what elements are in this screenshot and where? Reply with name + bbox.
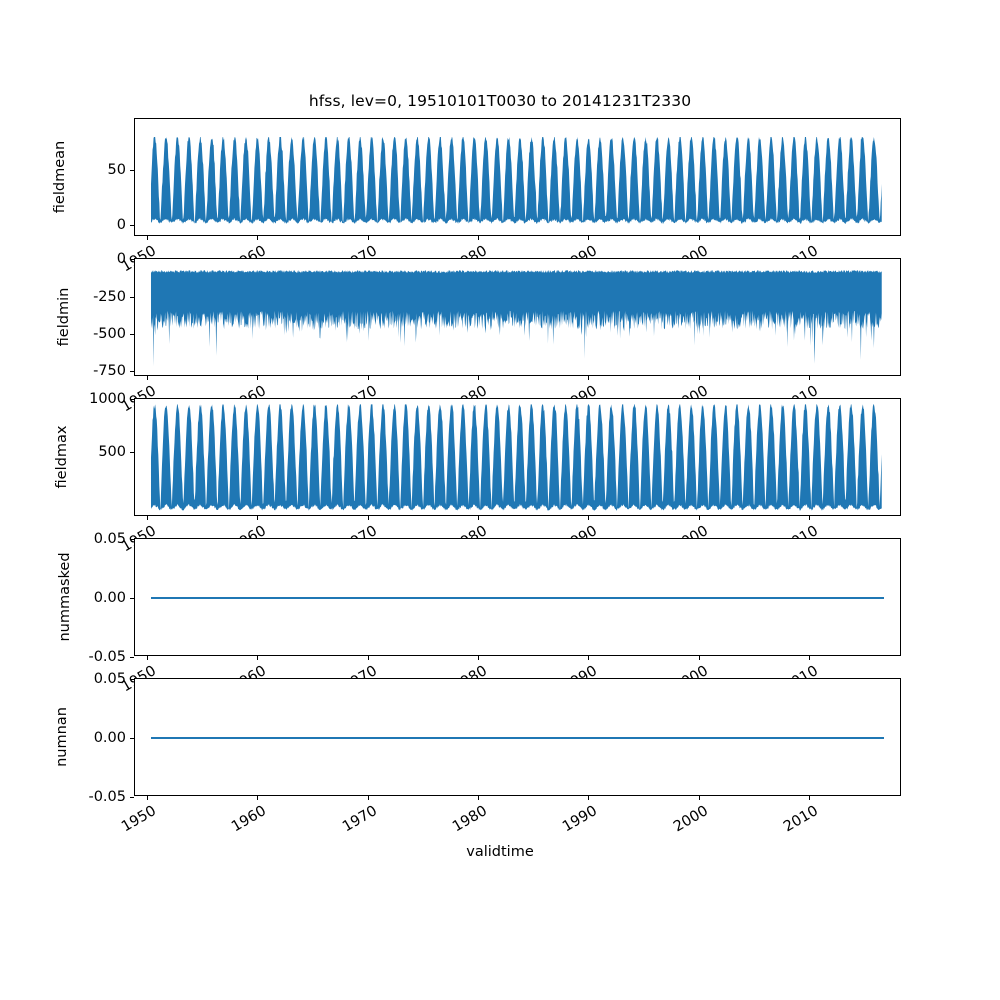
x-tick-mark — [809, 236, 811, 240]
y-tick-label-nummasked-1: 0.00 — [93, 590, 126, 606]
fieldmin-series — [150, 270, 882, 367]
y-tick-mark — [130, 297, 134, 299]
plot-panel-nummasked — [134, 538, 901, 656]
y-tick-label-fieldmean-0: 50 — [107, 162, 126, 178]
x-tick-label-1970: 1970 — [340, 803, 380, 836]
x-tick-mark — [147, 236, 149, 240]
y-tick-label-numnan-1: 0.00 — [93, 730, 126, 746]
x-tick-mark — [588, 656, 590, 660]
x-tick-mark — [699, 656, 701, 660]
x-tick-mark — [257, 796, 259, 800]
y-tick-mark — [130, 598, 134, 600]
numnan-series — [151, 737, 884, 739]
x-tick-mark — [588, 516, 590, 520]
x-tick-label-1980: 1980 — [450, 803, 490, 836]
x-tick-mark — [147, 516, 149, 520]
x-tick-label-2010: 2010 — [781, 803, 821, 836]
y-tick-mark — [130, 399, 134, 401]
y-tick-label-fieldmean-1: 0 — [116, 217, 126, 233]
x-tick-mark — [257, 376, 259, 380]
y-tick-label-fieldmax-1: 500 — [98, 444, 126, 460]
y-tick-mark — [130, 797, 134, 799]
plot-panel-fieldmax — [134, 398, 901, 516]
x-tick-mark — [368, 796, 370, 800]
x-tick-mark — [257, 236, 259, 240]
y-tick-mark — [130, 170, 134, 172]
x-tick-mark — [699, 376, 701, 380]
x-tick-label-1960: 1960 — [229, 803, 269, 836]
y-tick-label-nummasked-0: 0.05 — [93, 531, 126, 547]
y-tick-label-fieldmin-0: 0 — [116, 251, 126, 267]
x-tick-label-1990: 1990 — [560, 803, 600, 836]
y-tick-mark — [130, 225, 134, 227]
x-tick-mark — [368, 376, 370, 380]
x-tick-mark — [699, 796, 701, 800]
y-tick-mark — [130, 679, 134, 681]
y-tick-mark — [130, 657, 134, 659]
y-tick-label-fieldmin-2: -500 — [93, 326, 126, 342]
x-tick-mark — [368, 656, 370, 660]
x-tick-mark — [478, 796, 480, 800]
figure-title: hfss, lev=0, 19510101T0030 to 20141231T2… — [308, 92, 692, 110]
y-tick-label-numnan-2: -0.05 — [88, 789, 126, 805]
y-tick-label-fieldmin-1: -250 — [93, 289, 126, 305]
x-tick-mark — [699, 516, 701, 520]
plot-panel-fieldmin — [134, 258, 901, 376]
x-tick-mark — [147, 796, 149, 800]
plot-panel-numnan — [134, 678, 901, 796]
x-tick-mark — [147, 376, 149, 380]
x-tick-mark — [809, 376, 811, 380]
x-tick-mark — [478, 236, 480, 240]
x-tick-mark — [147, 656, 149, 660]
x-tick-mark — [588, 796, 590, 800]
y-tick-mark — [130, 738, 134, 740]
x-tick-mark — [368, 516, 370, 520]
x-tick-mark — [588, 376, 590, 380]
x-tick-label-2000: 2000 — [671, 803, 711, 836]
y-tick-mark — [130, 334, 134, 336]
x-tick-mark — [257, 516, 259, 520]
x-tick-mark — [257, 656, 259, 660]
x-tick-mark — [809, 656, 811, 660]
y-tick-label-nummasked-2: -0.05 — [88, 649, 126, 665]
x-tick-mark — [478, 516, 480, 520]
fieldmean-series — [150, 136, 882, 224]
x-tick-mark — [588, 236, 590, 240]
x-tick-mark — [809, 796, 811, 800]
y-tick-label-numnan-0: 0.05 — [93, 671, 126, 687]
y-axis-label-fieldmean: fieldmean — [52, 140, 68, 214]
plot-panel-fieldmean — [134, 118, 901, 236]
y-tick-mark — [130, 539, 134, 541]
x-tick-mark — [809, 516, 811, 520]
y-tick-mark — [130, 452, 134, 454]
x-tick-mark — [478, 656, 480, 660]
x-tick-mark — [478, 376, 480, 380]
fieldmax-series — [150, 404, 882, 512]
nummasked-series — [151, 597, 884, 599]
x-tick-mark — [368, 236, 370, 240]
y-tick-mark — [130, 259, 134, 261]
y-tick-mark — [130, 371, 134, 373]
x-axis-label: validtime — [466, 844, 534, 860]
x-tick-mark — [699, 236, 701, 240]
x-tick-label-1950: 1950 — [119, 803, 159, 836]
y-tick-label-fieldmin-3: -750 — [93, 363, 126, 379]
y-tick-label-fieldmax-0: 1000 — [89, 391, 126, 407]
